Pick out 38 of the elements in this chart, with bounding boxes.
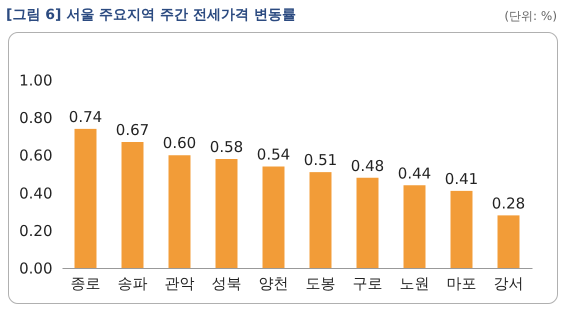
y-tick-label: 0.20 bbox=[19, 222, 52, 240]
data-label: 0.58 bbox=[210, 138, 244, 156]
x-tick-label: 구로 bbox=[352, 274, 382, 292]
bar bbox=[122, 142, 144, 268]
data-label: 0.48 bbox=[350, 156, 384, 175]
bar bbox=[356, 178, 378, 268]
bar bbox=[262, 166, 284, 268]
bar bbox=[168, 155, 190, 268]
bar bbox=[216, 158, 238, 268]
data-label: 0.54 bbox=[256, 145, 290, 164]
x-tick-label: 성북 bbox=[212, 274, 242, 292]
x-tick-label: 종로 bbox=[70, 274, 100, 292]
data-label: 0.28 bbox=[492, 194, 526, 212]
y-tick-label: 0.00 bbox=[19, 260, 52, 278]
bar bbox=[498, 215, 520, 268]
text: (단위: %) bbox=[504, 8, 557, 25]
data-label: 0.67 bbox=[116, 121, 150, 140]
x-tick-label: 관악 bbox=[164, 274, 194, 292]
x-tick-label: 도봉 bbox=[306, 274, 336, 292]
bar bbox=[310, 172, 332, 268]
y-tick-label: 0.40 bbox=[19, 184, 52, 202]
x-tick-label: 강서 bbox=[494, 274, 524, 292]
chart-title: [그림 6] 서울 주요지역 주간 전세가격 변동률 bbox=[6, 6, 296, 24]
data-label: 0.51 bbox=[304, 151, 338, 170]
bar bbox=[450, 190, 472, 268]
y-tick-label: 0.80 bbox=[19, 109, 52, 128]
data-label: 0.44 bbox=[398, 164, 432, 182]
y-tick-label: 0.60 bbox=[19, 146, 52, 165]
bar bbox=[404, 185, 426, 268]
bar bbox=[74, 128, 96, 268]
x-tick-label: 마포 bbox=[446, 274, 476, 292]
data-label: 0.41 bbox=[444, 170, 478, 188]
y-tick-label: 1.00 bbox=[19, 72, 52, 90]
data-label: 0.60 bbox=[162, 134, 196, 152]
x-tick-label: 송파 bbox=[118, 274, 148, 292]
x-tick-label: 노원 bbox=[400, 274, 430, 292]
data-label: 0.74 bbox=[68, 108, 102, 126]
x-tick-label: 양천 bbox=[258, 274, 288, 292]
